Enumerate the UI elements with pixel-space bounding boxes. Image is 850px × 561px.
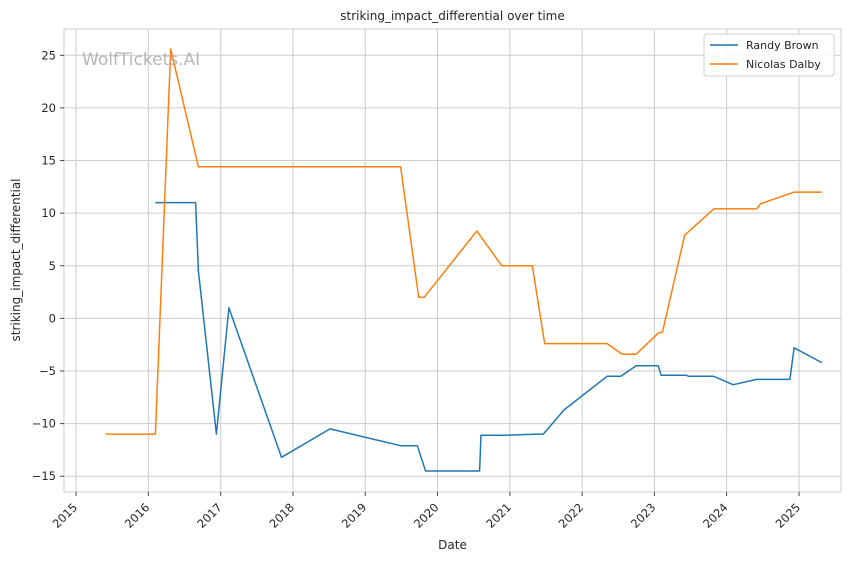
series-layer <box>105 48 823 472</box>
y-tick-label: 5 <box>49 259 56 273</box>
y-tick-label: −10 <box>32 417 56 431</box>
series-line-nicolas-dalby <box>105 48 822 435</box>
gridlines <box>64 29 841 492</box>
y-tick-label: 0 <box>49 311 56 325</box>
series-line-randy-brown <box>155 201 823 472</box>
y-tick-label: −15 <box>32 469 56 483</box>
y-tick-label: 10 <box>41 206 56 220</box>
y-axis-title: striking_impact_differential <box>9 178 23 341</box>
legend-label: Nicolas Dalby <box>746 58 821 71</box>
y-axis-ticks: −15 −10 −5 0 5 10 15 20 25 <box>32 48 64 483</box>
plot-frame <box>63 28 842 493</box>
watermark: WolfTickets.AI <box>82 50 200 70</box>
y-tick-label: 15 <box>41 154 56 168</box>
legend: Randy Brown Nicolas Dalby <box>703 33 835 77</box>
chart-title: striking_impact_differential over time <box>340 9 565 23</box>
legend-label: Randy Brown <box>746 39 819 52</box>
y-tick-label: −5 <box>39 364 56 378</box>
x-axis-title: Date <box>438 538 467 552</box>
y-tick-label: 20 <box>41 101 56 115</box>
y-tick-label: 25 <box>41 48 56 62</box>
